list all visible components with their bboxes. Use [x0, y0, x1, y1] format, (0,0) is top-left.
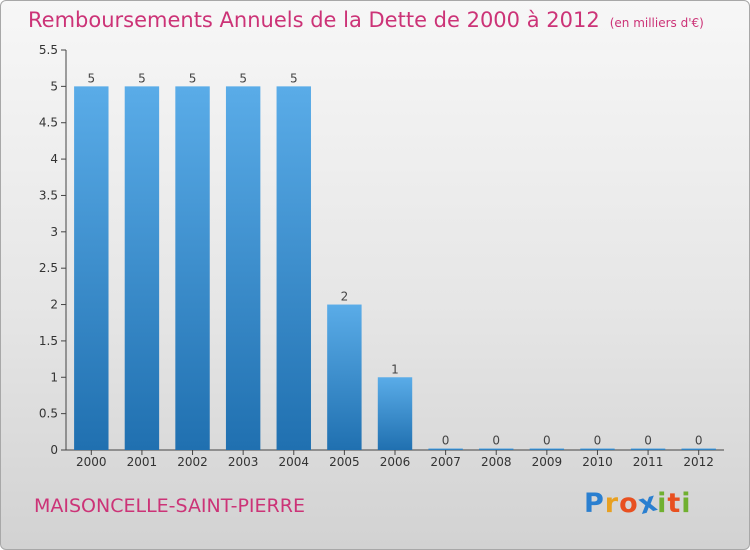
y-tick-label: 4 [50, 152, 58, 166]
y-tick-label: 2.5 [39, 261, 58, 275]
x-tick-label: 2006 [380, 455, 411, 469]
x-tick-label: 2005 [329, 455, 360, 469]
y-tick-label: 1.5 [39, 334, 58, 348]
y-tick-label: 5.5 [39, 43, 58, 57]
title-text: Remboursements Annuels de la Dette de 20… [28, 8, 600, 32]
bar-value-label: 2 [341, 290, 349, 304]
bar-value-label: 5 [138, 71, 146, 85]
x-tick-label: 2010 [582, 455, 613, 469]
y-tick-label: 1 [50, 370, 58, 384]
bar [428, 448, 463, 450]
x-tick-label: 2009 [532, 455, 563, 469]
bar [175, 86, 210, 450]
y-tick-label: 0 [50, 443, 58, 457]
bar-value-label: 5 [189, 71, 197, 85]
chart-title: Remboursements Annuels de la Dette de 20… [28, 8, 704, 32]
bar [630, 448, 666, 450]
logo-letter: o [619, 488, 639, 519]
bar-value-label: 0 [695, 434, 703, 448]
y-tick-label: 5 [50, 79, 58, 93]
bar-value-label: 1 [391, 362, 399, 376]
x-tick-label: 2004 [278, 455, 309, 469]
x-tick-label: 2007 [430, 455, 461, 469]
bar-value-label: 0 [644, 434, 652, 448]
logo-letter: t [667, 488, 682, 519]
x-tick-label: 2011 [633, 455, 664, 469]
bar-value-label: 5 [290, 71, 298, 85]
x-tick-label: 2008 [481, 455, 512, 469]
logo-letter: r [604, 488, 620, 519]
bar [377, 377, 413, 450]
bar [276, 86, 311, 450]
bars: 5 5 5 5 5 2 1 0 0 0 0 0 0 [74, 71, 716, 450]
commune-name: MAISONCELLE-SAINT-PIERRE [34, 495, 305, 517]
bar [479, 448, 514, 450]
bar [124, 86, 160, 450]
logo-letter: i [657, 488, 668, 519]
y-tick-label: 3.5 [39, 188, 58, 202]
y-tick-label: 3 [50, 225, 58, 239]
y-tick-label: 4.5 [39, 116, 58, 130]
bar [225, 86, 261, 450]
bar-value-label: 0 [492, 434, 500, 448]
bar-value-label: 5 [239, 71, 247, 85]
y-tick-label: 2 [50, 298, 58, 312]
x-tick-label: 2012 [683, 455, 714, 469]
x-tick-label: 2001 [127, 455, 158, 469]
bar [529, 448, 565, 450]
bar-value-label: 0 [594, 434, 602, 448]
y-tick-label: 0.5 [39, 407, 58, 421]
bar-value-label: 5 [87, 71, 95, 85]
x-tick-label: 2003 [228, 455, 259, 469]
bar [327, 304, 362, 450]
bar [74, 86, 109, 450]
bar-value-label: 0 [543, 434, 551, 448]
logo-letter: i [681, 488, 692, 519]
proxiti-logo: Proxiti [584, 486, 692, 521]
bar-value-label: 0 [442, 434, 450, 448]
unit-label: (en milliers d'€) [609, 16, 704, 30]
bar [681, 448, 716, 450]
x-tick-label: 2002 [177, 455, 208, 469]
logo-letter: P [584, 488, 605, 519]
x-tick-label: 2000 [76, 455, 107, 469]
bar [580, 448, 615, 450]
